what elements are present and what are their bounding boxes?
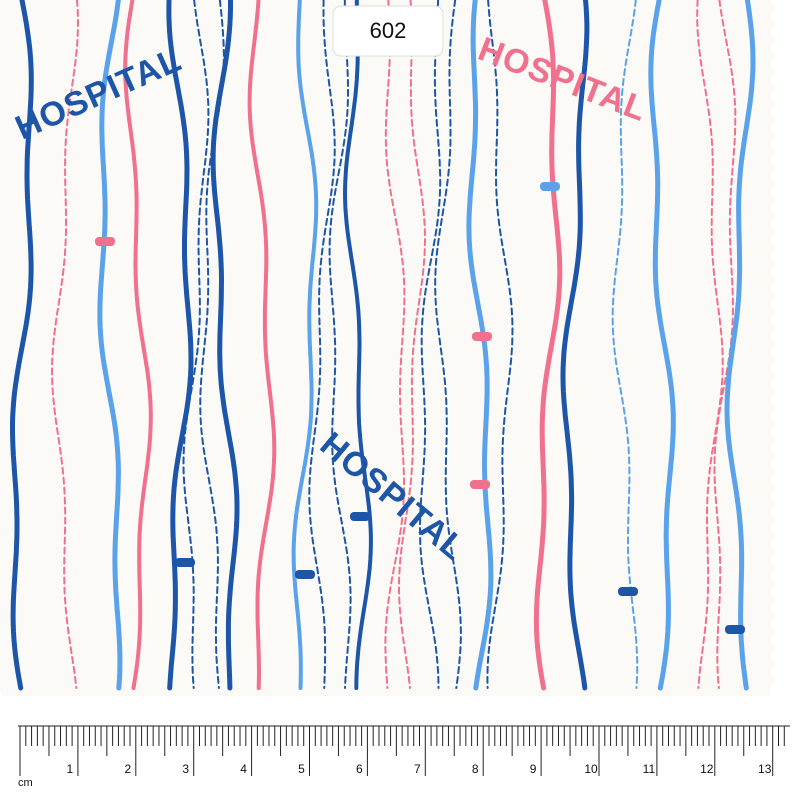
- dash-mark: [350, 512, 370, 521]
- stripe: [308, 0, 336, 689]
- stripe: [182, 0, 210, 689]
- stripe: [648, 0, 676, 691]
- stripe: [533, 0, 563, 691]
- stripe: [10, 0, 34, 691]
- stripe: [384, 0, 406, 689]
- stripe: [724, 0, 756, 691]
- fabric: [0, 0, 776, 696]
- stripe: [560, 0, 590, 691]
- dash-mark: [175, 558, 195, 567]
- swatch-label: 602: [370, 18, 407, 43]
- ruler-label: 1: [67, 762, 74, 776]
- stripe: [342, 0, 373, 690]
- dash-mark: [540, 182, 560, 191]
- stripe: [398, 0, 427, 689]
- stripe: [123, 0, 153, 690]
- dash-mark: [725, 625, 745, 634]
- dash-mark: [618, 587, 638, 596]
- stripe: [210, 0, 240, 691]
- label-box: [332, 5, 444, 57]
- stripe: [486, 0, 514, 689]
- ruler-unit: cm: [18, 777, 33, 789]
- ruler-label: 12: [700, 762, 714, 776]
- ruler-label: 7: [414, 762, 421, 776]
- stripe: [328, 0, 352, 689]
- dash-mark: [95, 237, 115, 246]
- ruler-label: 6: [356, 762, 363, 776]
- stripe: [611, 0, 639, 689]
- stripe: [97, 0, 123, 691]
- dash-mark: [472, 332, 492, 341]
- stripe: [696, 0, 724, 689]
- dash-mark: [295, 570, 315, 579]
- stripe: [466, 0, 494, 691]
- stripe: [247, 0, 277, 690]
- stripe: [418, 0, 442, 689]
- ruler-label: 13: [758, 762, 772, 776]
- ruler-label: 5: [298, 762, 305, 776]
- ruler-label: 2: [124, 762, 131, 776]
- ruler-label: 8: [472, 762, 479, 776]
- ruler: 1 2 3 4 5 6 7 8 9 10 11 12 13: [18, 725, 790, 776]
- stripe: [50, 0, 80, 689]
- stripe: [434, 0, 462, 689]
- ruler-label: 9: [530, 762, 537, 776]
- ruler-label: 3: [182, 762, 189, 776]
- fabric-base: [0, 0, 776, 696]
- ruler-label: 11: [643, 762, 656, 776]
- stripe: [291, 0, 319, 690]
- stripe: [166, 0, 194, 691]
- ruler-label: 4: [240, 762, 247, 776]
- dash-mark: [470, 480, 490, 489]
- ruler-label: 10: [584, 762, 598, 776]
